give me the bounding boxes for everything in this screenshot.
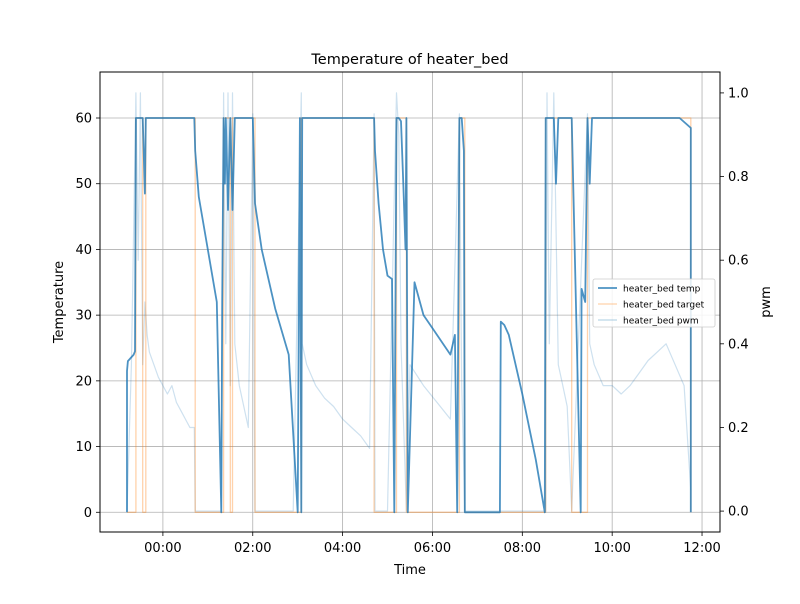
tick-layer: 00:00 02:00 04:00 06:00 08:00 10:00 12:00 0 10 20… [75,86,748,556]
legend-box [592,278,716,328]
y-left-tick-label: 50 [75,177,92,192]
y-right-tick-label: 0.0 [728,505,749,520]
series-layer [126,92,692,514]
x-tick-label: 04:00 [324,541,361,556]
y-left-tick-label: 30 [75,309,92,324]
y-axis-right-label: pwm [759,286,774,318]
y-axis-left-label: Temperature [52,261,67,344]
x-tick-label: 00:00 [144,541,181,556]
legend: heater_bed temp heater_bed target heater_b… [592,278,716,328]
x-tick-label: 10:00 [593,541,630,556]
x-axis-label: Time [393,563,426,578]
legend-label: heater_bed target [623,301,705,311]
x-tick-label: 06:00 [414,541,451,556]
y-left-tick-label: 20 [75,374,92,389]
x-tick-label: 08:00 [504,541,541,556]
chart-title: Temperature of heater_bed [310,52,508,68]
y-right-tick-label: 0.2 [728,421,749,436]
series-line-heater-bed-pwm [126,92,692,512]
x-tick-label: 12:00 [683,541,720,556]
y-right-tick-label: 0.4 [728,337,749,352]
y-left-tick-label: 10 [75,440,92,455]
y-left-tick-label: 40 [75,243,92,258]
y-right-tick-label: 0.6 [728,254,749,269]
plot-frame [99,71,721,533]
y-left-tick-label: 0 [84,506,92,521]
legend-label: heater_bed temp [623,285,701,295]
y-right-tick-label: 1.0 [728,86,749,101]
series-line-heater-bed-temp [126,117,692,514]
x-tick-label: 02:00 [234,541,271,556]
legend-label: heater_bed pwm [623,317,699,327]
y-right-tick-label: 0.8 [728,170,749,185]
y-left-tick-label: 60 [75,112,92,127]
